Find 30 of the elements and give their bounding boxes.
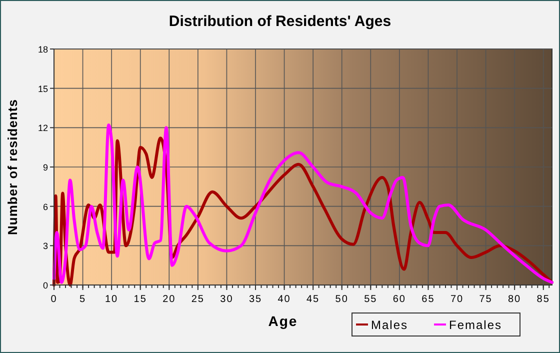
x-axis-title: Age <box>268 313 298 329</box>
x-tick-label: 45 <box>306 294 320 305</box>
x-tick-label: 30 <box>220 294 234 305</box>
x-tick-label: 5 <box>80 294 86 305</box>
y-tick-label: 9 <box>42 162 48 172</box>
legend-label: Females <box>449 318 502 332</box>
y-tick-label: 15 <box>38 84 48 94</box>
x-tick-label: 25 <box>191 294 204 305</box>
chart-title: Distribution of Residents' Ages <box>168 13 392 30</box>
legend-label: Males <box>371 318 408 332</box>
y-tick-label: 0 <box>42 280 48 290</box>
x-tick-label: 85 <box>536 294 550 305</box>
x-tick-label: 55 <box>364 294 378 305</box>
y-tick-label: 18 <box>38 44 48 54</box>
y-tick-label: 12 <box>38 123 48 134</box>
x-tick-label: 0 <box>50 294 58 305</box>
x-tick-label: 40 <box>278 294 291 305</box>
x-tick-label: 80 <box>508 294 522 305</box>
x-tick-label: 70 <box>450 294 464 305</box>
x-tick-label: 20 <box>162 294 176 305</box>
y-tick-label: 6 <box>42 202 48 212</box>
x-tick-label: 60 <box>392 294 406 305</box>
x-tick-label: 35 <box>248 294 262 305</box>
x-tick-label: 65 <box>422 294 435 305</box>
x-tick-label: 75 <box>479 294 492 305</box>
x-tick-label: 10 <box>105 294 118 305</box>
x-tick-label: 15 <box>134 294 147 305</box>
y-axis-title: Number of residents <box>5 99 20 235</box>
y-tick-label: 3 <box>42 241 48 252</box>
x-tick-label: 50 <box>335 294 348 305</box>
